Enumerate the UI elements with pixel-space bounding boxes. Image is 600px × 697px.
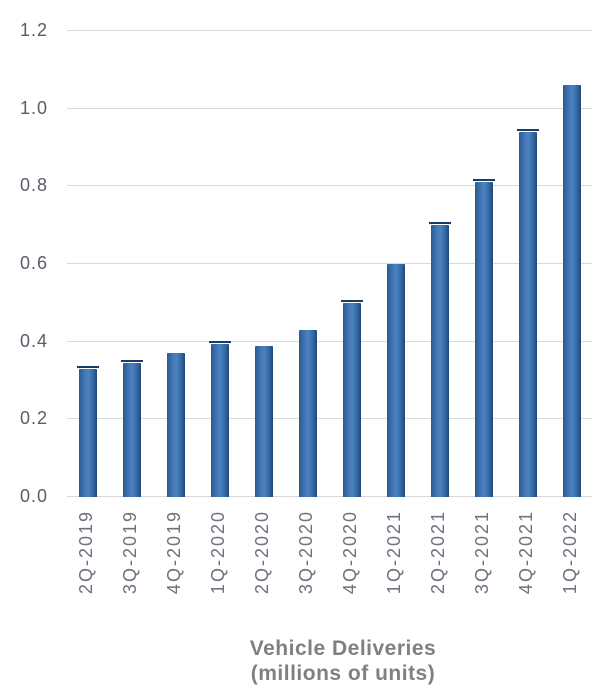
- gridline: [67, 108, 592, 109]
- x-axis-tick-label: 2Q-2019: [76, 510, 96, 595]
- plot-area: [67, 30, 592, 497]
- bar: [77, 366, 99, 497]
- x-axis-tick-label: 2Q-2021: [428, 510, 448, 595]
- chart-title: Vehicle Deliveries: [249, 637, 437, 660]
- x-axis-tick-label: 4Q-2019: [164, 510, 184, 595]
- gridline: [67, 263, 592, 264]
- chart-subtitle: (millions of units): [250, 662, 436, 685]
- bar: [121, 360, 143, 497]
- gridline: [67, 496, 592, 497]
- gridline: [67, 418, 592, 419]
- chart-title-block: Vehicle Deliveries (millions of units): [93, 636, 593, 686]
- bar: [429, 222, 451, 497]
- y-axis-tick-label: 1.2: [19, 20, 48, 40]
- error-whisker-cap: [209, 341, 231, 343]
- y-axis-tick-label: 0.4: [19, 331, 48, 351]
- x-axis-tick-label: 4Q-2020: [340, 510, 360, 595]
- x-axis-tick-label: 1Q-2022: [560, 510, 580, 595]
- y-axis-tick-label: 0.0: [19, 486, 48, 506]
- y-axis: 0.0 0.2 0.4 0.6 0.8 1.0 1.2: [0, 20, 50, 506]
- error-whisker-cap: [121, 360, 143, 362]
- x-axis-tick-label: 2Q-2020: [252, 510, 272, 595]
- y-axis-tick-label: 0.2: [19, 408, 48, 428]
- error-whisker-cap: [341, 300, 363, 302]
- x-axis-tick-label: 1Q-2020: [208, 510, 228, 595]
- error-whisker-cap: [77, 366, 99, 368]
- x-axis-tick-label: 3Q-2020: [296, 510, 316, 595]
- gridline: [67, 341, 592, 342]
- error-whisker-cap: [429, 222, 451, 224]
- bar: [341, 300, 363, 497]
- bar: [209, 341, 231, 497]
- gridline: [67, 30, 592, 31]
- bar: [387, 264, 405, 497]
- x-axis-tick-label: 3Q-2021: [472, 510, 492, 595]
- bar: [255, 346, 273, 497]
- x-axis-tick-label: 3Q-2019: [120, 510, 140, 595]
- y-axis-tick-label: 1.0: [19, 98, 48, 118]
- error-whisker-cap: [473, 179, 495, 181]
- bar: [517, 129, 539, 497]
- x-axis: 2Q-2019 3Q-2019 4Q-2019 1Q-2020 2Q-2020 3Q-20…: [67, 510, 592, 630]
- y-axis-tick-label: 0.8: [19, 175, 48, 195]
- x-axis-tick-label: 4Q-2021: [516, 510, 536, 595]
- bar: [563, 85, 581, 497]
- bar: [299, 330, 317, 497]
- bar: [473, 179, 495, 497]
- y-axis-tick-label: 0.6: [19, 253, 48, 273]
- gridline: [67, 185, 592, 186]
- error-whisker-cap: [517, 129, 539, 131]
- x-axis-tick-label: 1Q-2021: [384, 510, 404, 595]
- bar: [167, 353, 185, 497]
